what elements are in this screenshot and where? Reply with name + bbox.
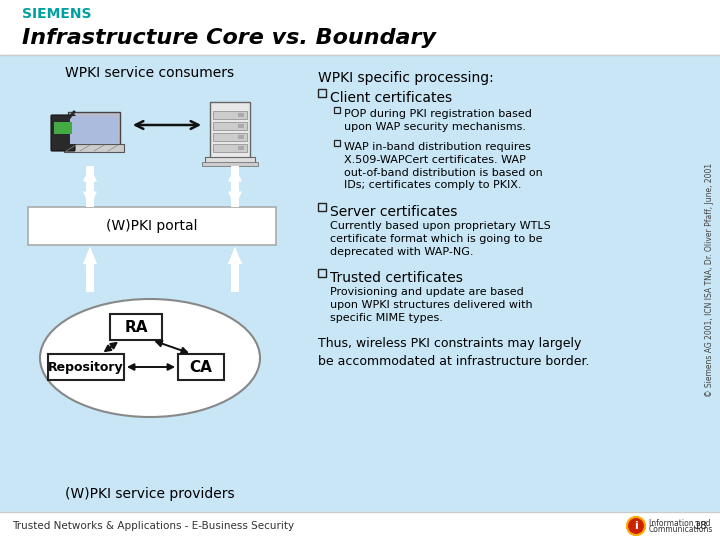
Polygon shape xyxy=(228,191,242,207)
Text: POP during PKI registration based
upon WAP security mechanisms.: POP during PKI registration based upon W… xyxy=(344,109,532,132)
Text: Client certificates: Client certificates xyxy=(330,91,452,105)
Bar xyxy=(178,354,224,380)
FancyBboxPatch shape xyxy=(51,115,75,151)
Ellipse shape xyxy=(40,299,260,417)
Polygon shape xyxy=(228,247,242,264)
Polygon shape xyxy=(83,247,97,264)
Bar xyxy=(28,207,276,245)
Text: Communications: Communications xyxy=(649,525,714,535)
Bar xyxy=(48,354,124,380)
Bar xyxy=(202,162,258,166)
Bar xyxy=(231,264,239,292)
Text: Trusted certificates: Trusted certificates xyxy=(330,271,463,285)
Text: Trusted Networks & Applications - E-Business Security: Trusted Networks & Applications - E-Busi… xyxy=(12,521,294,531)
Text: Repository: Repository xyxy=(48,361,124,374)
Bar xyxy=(86,264,94,292)
Bar xyxy=(334,140,340,146)
Bar xyxy=(213,122,247,130)
Text: i: i xyxy=(634,521,638,531)
Bar xyxy=(205,157,255,163)
Text: Thus, wireless PKI constraints may largely
be accommodated at infrastructure bor: Thus, wireless PKI constraints may large… xyxy=(318,337,590,368)
Polygon shape xyxy=(83,247,97,264)
Bar xyxy=(318,203,326,211)
Bar xyxy=(318,269,326,277)
Bar xyxy=(213,133,247,141)
Circle shape xyxy=(627,517,645,535)
FancyBboxPatch shape xyxy=(210,102,250,158)
Text: © Siemens AG 2001, ICN ISA TNA, Dr. Oliver Pfaff, June, 2001: © Siemens AG 2001, ICN ISA TNA, Dr. Oliv… xyxy=(706,163,714,397)
Text: CA: CA xyxy=(189,360,212,375)
Text: WPKI specific processing:: WPKI specific processing: xyxy=(318,71,494,85)
Text: 18: 18 xyxy=(694,521,708,531)
Bar xyxy=(238,124,244,128)
Bar xyxy=(238,113,244,117)
Text: (W)PKI portal: (W)PKI portal xyxy=(107,219,198,233)
Polygon shape xyxy=(228,166,242,181)
Bar xyxy=(231,166,239,191)
Text: Server certificates: Server certificates xyxy=(330,205,457,219)
Polygon shape xyxy=(228,247,242,264)
Text: Provisioning and update are based
upon WPKI structures delivered with
specific M: Provisioning and update are based upon W… xyxy=(330,287,533,322)
Bar xyxy=(70,116,118,144)
Polygon shape xyxy=(83,191,97,207)
Text: WAP in-band distribution requires
X.509-WAPCert certificates. WAP
out-of-band di: WAP in-band distribution requires X.509-… xyxy=(344,142,543,191)
Bar xyxy=(86,181,94,207)
Text: SIEMENS: SIEMENS xyxy=(22,7,91,21)
Bar xyxy=(231,264,239,292)
Text: WPKI service consumers: WPKI service consumers xyxy=(66,66,235,80)
Text: Information and: Information and xyxy=(649,518,711,528)
Bar xyxy=(213,111,247,119)
Bar xyxy=(318,89,326,97)
Bar xyxy=(110,314,162,340)
Bar xyxy=(54,122,72,134)
Bar xyxy=(86,166,94,191)
Bar xyxy=(238,135,244,139)
FancyBboxPatch shape xyxy=(68,112,120,146)
Bar xyxy=(0,0,720,55)
FancyBboxPatch shape xyxy=(64,144,124,152)
Bar xyxy=(86,264,94,292)
Text: Currently based upon proprietary WTLS
certificate format which is going to be
de: Currently based upon proprietary WTLS ce… xyxy=(330,221,551,256)
Bar xyxy=(231,181,239,207)
Text: Infrastructure Core vs. Boundary: Infrastructure Core vs. Boundary xyxy=(22,28,436,48)
Polygon shape xyxy=(83,166,97,181)
Text: RA: RA xyxy=(125,320,148,334)
Bar xyxy=(334,107,340,113)
Bar xyxy=(0,55,720,512)
Bar xyxy=(238,146,244,150)
Bar xyxy=(213,144,247,152)
Bar xyxy=(0,512,720,540)
Text: (W)PKI service providers: (W)PKI service providers xyxy=(66,487,235,501)
